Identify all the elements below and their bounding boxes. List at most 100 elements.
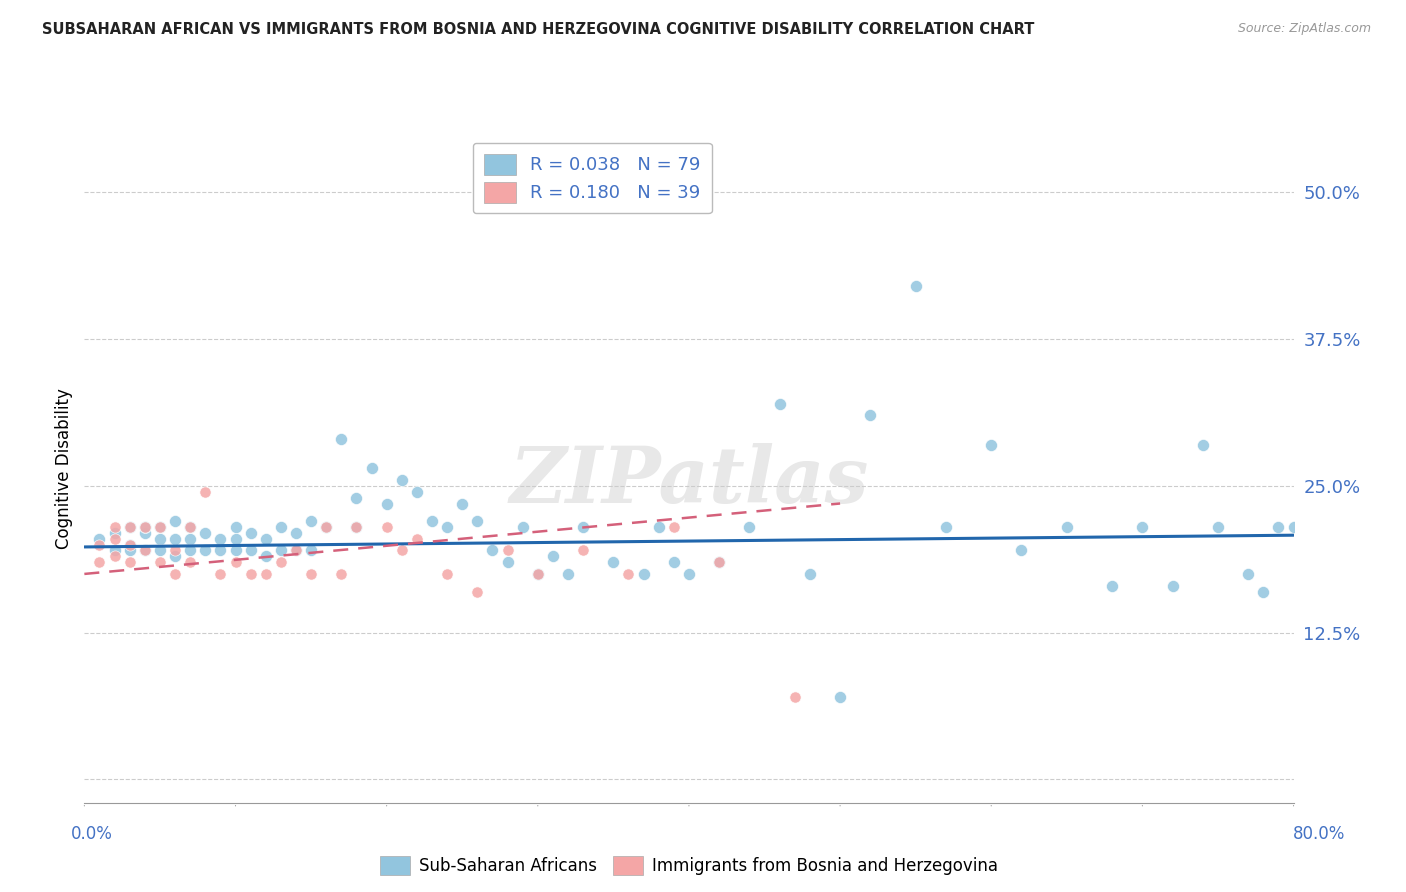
Point xyxy=(436,520,458,534)
Y-axis label: Cognitive Disability: Cognitive Disability xyxy=(55,388,73,549)
Point xyxy=(270,555,292,569)
Point xyxy=(602,555,624,569)
Point xyxy=(830,690,852,705)
Point xyxy=(134,520,156,534)
Point xyxy=(1056,520,1078,534)
Point xyxy=(284,543,308,558)
Point xyxy=(149,543,172,558)
Text: Source: ZipAtlas.com: Source: ZipAtlas.com xyxy=(1237,22,1371,36)
Legend: Sub-Saharan Africans, Immigrants from Bosnia and Herzegovina: Sub-Saharan Africans, Immigrants from Bo… xyxy=(374,849,1004,881)
Point xyxy=(299,543,322,558)
Point xyxy=(662,555,685,569)
Point xyxy=(662,520,685,534)
Point xyxy=(134,520,156,534)
Point xyxy=(467,584,489,599)
Point xyxy=(1130,520,1153,534)
Point xyxy=(89,532,111,546)
Point xyxy=(194,543,217,558)
Text: 80.0%: 80.0% xyxy=(1292,825,1346,843)
Point xyxy=(420,514,443,528)
Point xyxy=(1251,584,1274,599)
Point xyxy=(436,566,458,581)
Point xyxy=(179,555,201,569)
Point xyxy=(1282,520,1305,534)
Point xyxy=(179,532,201,546)
Point xyxy=(467,514,489,528)
Point xyxy=(134,525,156,540)
Point xyxy=(799,566,821,581)
Point xyxy=(163,543,186,558)
Point xyxy=(1206,520,1229,534)
Point xyxy=(163,549,186,564)
Point xyxy=(1161,579,1184,593)
Point xyxy=(225,520,247,534)
Point xyxy=(315,520,337,534)
Point xyxy=(346,520,368,534)
Point xyxy=(194,484,217,499)
Point xyxy=(270,543,292,558)
Point xyxy=(315,520,337,534)
Point xyxy=(299,514,322,528)
Point xyxy=(526,566,548,581)
Point xyxy=(904,279,927,293)
Point xyxy=(149,520,172,534)
Point xyxy=(769,397,792,411)
Point xyxy=(149,520,172,534)
Point xyxy=(149,555,172,569)
Point xyxy=(89,555,111,569)
Point xyxy=(179,520,201,534)
Point xyxy=(512,520,534,534)
Point xyxy=(481,543,503,558)
Point xyxy=(647,520,671,534)
Point xyxy=(541,549,564,564)
Point xyxy=(406,532,429,546)
Point xyxy=(346,520,368,534)
Point xyxy=(1191,438,1213,452)
Point xyxy=(284,525,308,540)
Point xyxy=(572,520,595,534)
Point xyxy=(572,543,595,558)
Point xyxy=(239,525,262,540)
Point xyxy=(104,525,127,540)
Point xyxy=(270,520,292,534)
Point xyxy=(163,566,186,581)
Point xyxy=(360,461,382,475)
Point xyxy=(149,532,172,546)
Point xyxy=(980,438,1002,452)
Point xyxy=(391,543,413,558)
Point xyxy=(1237,566,1260,581)
Point xyxy=(104,549,127,564)
Point xyxy=(783,690,806,705)
Point xyxy=(284,543,308,558)
Point xyxy=(299,566,322,581)
Text: ZIPatlas: ZIPatlas xyxy=(509,443,869,520)
Point xyxy=(346,491,368,505)
Point xyxy=(89,538,111,552)
Point xyxy=(1267,520,1289,534)
Point xyxy=(709,555,731,569)
Point xyxy=(118,520,141,534)
Point xyxy=(709,555,731,569)
Point xyxy=(406,484,429,499)
Point xyxy=(738,520,761,534)
Point xyxy=(254,532,277,546)
Point xyxy=(254,566,277,581)
Point xyxy=(118,543,141,558)
Point xyxy=(118,538,141,552)
Point xyxy=(526,566,548,581)
Text: SUBSAHARAN AFRICAN VS IMMIGRANTS FROM BOSNIA AND HERZEGOVINA COGNITIVE DISABILIT: SUBSAHARAN AFRICAN VS IMMIGRANTS FROM BO… xyxy=(42,22,1035,37)
Point xyxy=(1101,579,1123,593)
Point xyxy=(134,543,156,558)
Point xyxy=(254,549,277,564)
Point xyxy=(118,520,141,534)
Point xyxy=(163,514,186,528)
Point xyxy=(118,555,141,569)
Point xyxy=(225,555,247,569)
Point xyxy=(104,532,127,546)
Point xyxy=(330,566,353,581)
Point xyxy=(557,566,579,581)
Point xyxy=(239,543,262,558)
Point xyxy=(1010,543,1032,558)
Point xyxy=(935,520,957,534)
Point xyxy=(633,566,655,581)
